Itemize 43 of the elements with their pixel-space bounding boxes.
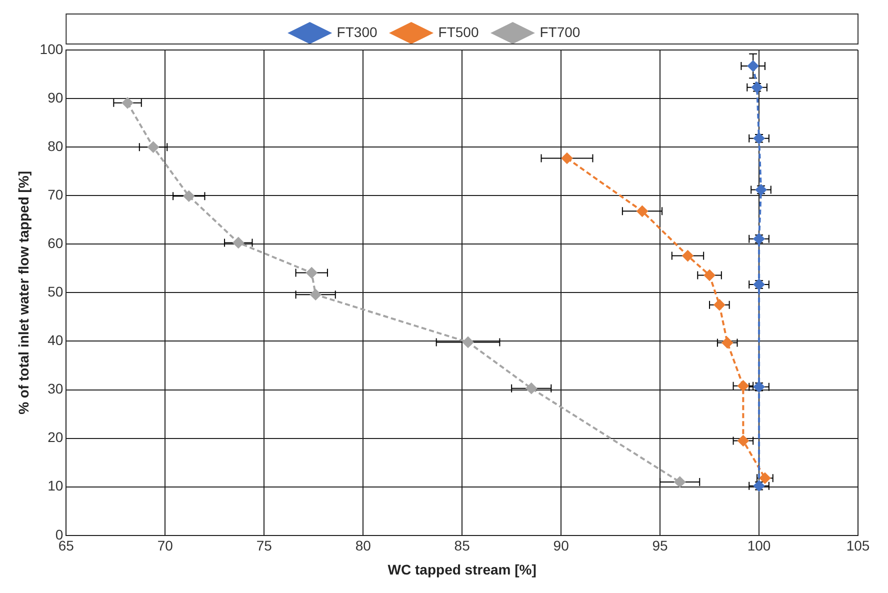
y-tick-label: 10 xyxy=(48,478,64,494)
point xyxy=(526,382,537,394)
x-tick-label: 80 xyxy=(355,538,372,554)
point xyxy=(674,476,686,488)
point xyxy=(636,206,648,217)
y-tick-label: 0 xyxy=(55,526,64,542)
point xyxy=(122,97,134,108)
y-tick-label: 80 xyxy=(48,138,64,154)
point xyxy=(462,336,474,348)
point xyxy=(682,250,694,262)
point xyxy=(306,267,318,278)
x-tick-label: 90 xyxy=(553,538,570,554)
point xyxy=(748,60,759,72)
point xyxy=(722,337,733,348)
y-axis-title: % of total inlet water flow tapped [%] xyxy=(15,170,32,414)
point xyxy=(704,270,716,281)
point xyxy=(759,472,770,484)
point xyxy=(183,190,194,202)
y-tick-label: 60 xyxy=(48,235,64,252)
point xyxy=(148,142,159,153)
y-tick-label: 90 xyxy=(48,89,64,106)
legend-label: FT700 xyxy=(540,24,580,40)
point xyxy=(562,152,572,164)
y-tick-label: 70 xyxy=(48,186,64,202)
point xyxy=(738,380,749,392)
x-tick-label: 75 xyxy=(256,538,272,554)
legend-label: FT300 xyxy=(336,24,378,40)
point xyxy=(232,237,244,248)
x-tick-label: 95 xyxy=(652,538,668,554)
y-tick-label: 20 xyxy=(48,429,64,446)
x-tick-label: 70 xyxy=(157,538,174,554)
x-axis-title: WC tapped stream [%] xyxy=(388,561,536,578)
y-tick-label: 100 xyxy=(40,40,64,57)
y-tick-label: 40 xyxy=(48,332,64,348)
x-tick-label: 105 xyxy=(846,538,870,554)
x-tick-label: 85 xyxy=(454,538,470,554)
y-tick-label: 30 xyxy=(48,380,64,397)
point xyxy=(310,289,322,300)
legend-label: FT500 xyxy=(438,24,479,40)
y-tick-label: 50 xyxy=(48,284,64,300)
x-tick-label: 100 xyxy=(747,538,771,554)
point xyxy=(738,435,749,446)
point xyxy=(714,299,725,310)
